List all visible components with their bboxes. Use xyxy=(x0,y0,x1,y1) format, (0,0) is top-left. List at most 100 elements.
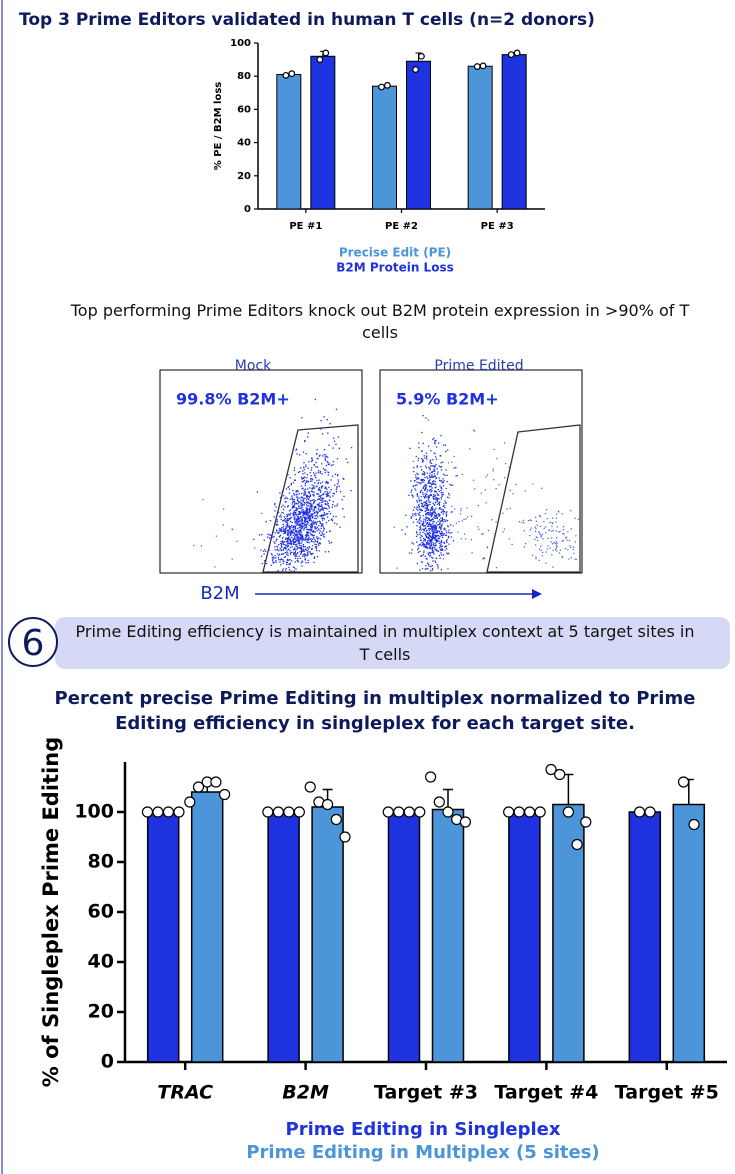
event-dot xyxy=(316,536,318,538)
event-dot xyxy=(434,494,436,496)
event-dot xyxy=(426,512,428,514)
event-dot xyxy=(434,456,437,458)
event-dot xyxy=(431,480,434,483)
event-dot xyxy=(315,466,317,468)
event-dot xyxy=(293,505,295,507)
event-dot xyxy=(310,527,312,529)
event-dot xyxy=(306,474,309,476)
event-dot xyxy=(304,479,306,481)
event-dot xyxy=(418,519,420,521)
event-dot xyxy=(298,555,300,557)
event-dot xyxy=(428,531,431,534)
event-dot xyxy=(283,528,286,531)
event-dot xyxy=(328,519,330,522)
event-dot xyxy=(418,499,421,501)
event-dot xyxy=(425,417,427,419)
event-dot xyxy=(313,534,315,536)
event-dot xyxy=(427,553,430,556)
event-dot xyxy=(433,531,435,533)
event-dot xyxy=(433,466,435,468)
event-dot xyxy=(321,499,323,501)
event-dot xyxy=(555,544,558,546)
event-dot xyxy=(304,497,306,500)
event-dot xyxy=(321,506,324,509)
event-dot xyxy=(425,545,428,548)
event-dot xyxy=(323,453,325,456)
event-dot xyxy=(280,530,282,532)
event-dot xyxy=(326,488,328,490)
event-dot xyxy=(447,449,449,451)
event-dot xyxy=(309,538,311,541)
event-dot xyxy=(296,545,298,547)
event-dot xyxy=(427,509,429,511)
event-dot xyxy=(297,498,299,500)
event-dot xyxy=(334,505,336,507)
event-dot xyxy=(320,497,323,500)
event-dot xyxy=(302,500,304,503)
event-dot xyxy=(343,516,345,518)
event-dot xyxy=(440,531,443,533)
event-dot xyxy=(311,517,314,519)
event-dot xyxy=(426,504,428,506)
event-dot xyxy=(319,510,321,512)
event-dot xyxy=(436,549,438,551)
event-dot xyxy=(231,558,233,560)
event-dot xyxy=(302,508,304,511)
event-dot xyxy=(295,530,297,533)
event-dot xyxy=(448,494,451,496)
event-dot xyxy=(444,506,446,509)
event-dot xyxy=(279,527,281,530)
event-dot xyxy=(532,483,534,485)
event-dot xyxy=(414,480,416,482)
event-dot xyxy=(323,492,325,495)
event-dot xyxy=(282,549,285,551)
event-dot xyxy=(535,516,537,518)
event-dot xyxy=(550,541,552,543)
event-dot xyxy=(287,519,290,522)
event-dot xyxy=(265,550,267,553)
event-dot xyxy=(300,546,302,548)
event-dot xyxy=(435,477,438,479)
event-dot xyxy=(310,514,312,516)
event-dot xyxy=(302,554,304,556)
event-dot xyxy=(289,553,292,555)
event-dot xyxy=(425,547,427,549)
event-dot xyxy=(311,526,313,528)
event-dot xyxy=(298,526,301,529)
event-dot xyxy=(551,537,553,539)
event-dot xyxy=(260,555,263,557)
event-dot xyxy=(441,518,444,520)
event-dot xyxy=(313,512,316,514)
event-dot xyxy=(425,542,428,544)
event-dot xyxy=(320,527,322,530)
event-dot xyxy=(472,479,475,481)
event-dot xyxy=(436,513,438,515)
event-dot xyxy=(315,486,317,488)
event-dot xyxy=(426,472,428,474)
event-dot xyxy=(433,527,436,530)
event-dot xyxy=(429,570,432,572)
event-dot xyxy=(301,549,303,551)
event-dot xyxy=(314,521,316,523)
section-number: 6 xyxy=(22,623,45,664)
event-dot xyxy=(318,524,320,527)
event-dot xyxy=(493,537,495,539)
event-dot xyxy=(288,510,291,512)
event-dot xyxy=(274,510,276,512)
event-dot xyxy=(319,454,321,456)
event-dot xyxy=(310,504,312,506)
event-dot xyxy=(424,539,427,542)
event-dot xyxy=(311,540,313,543)
event-dot xyxy=(319,491,322,493)
event-dot xyxy=(299,497,301,499)
event-dot xyxy=(279,561,281,563)
event-dot xyxy=(446,480,448,483)
event-dot xyxy=(290,531,293,534)
x-tick-label: B2M xyxy=(282,1082,329,1104)
event-dot xyxy=(573,552,575,555)
event-dot xyxy=(412,485,415,488)
event-dot xyxy=(430,465,432,467)
event-dot xyxy=(272,531,274,533)
event-dot xyxy=(424,510,427,512)
